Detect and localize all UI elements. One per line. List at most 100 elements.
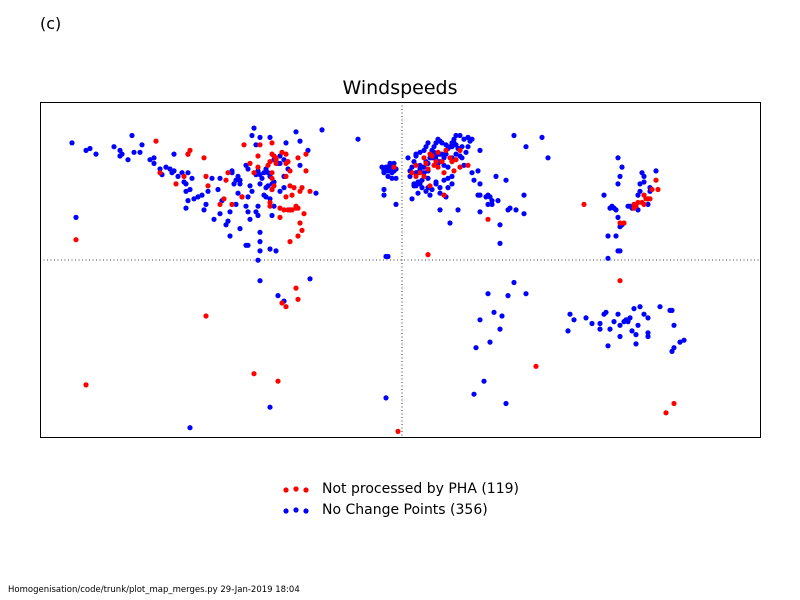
- data-point-not-processed: [295, 296, 301, 302]
- data-point-no-change: [139, 142, 145, 148]
- data-point-no-change: [439, 140, 445, 146]
- data-point-no-change: [271, 203, 277, 209]
- data-point-not-processed: [423, 160, 429, 166]
- data-point-no-change: [583, 315, 589, 321]
- data-point-no-change: [223, 222, 229, 228]
- data-point-not-processed: [621, 220, 627, 226]
- data-point-no-change: [281, 185, 287, 191]
- data-point-not-processed: [153, 138, 159, 144]
- data-point-no-change: [417, 162, 423, 168]
- data-point-no-change: [613, 233, 619, 239]
- data-point-no-change: [445, 175, 451, 181]
- data-point-no-change: [477, 181, 483, 187]
- data-point-not-processed: [441, 192, 447, 198]
- data-point-no-change: [409, 164, 415, 170]
- data-point-no-change: [257, 278, 263, 284]
- data-point-no-change: [617, 322, 623, 328]
- data-point-no-change: [171, 151, 177, 157]
- data-point-not-processed: [641, 192, 647, 198]
- data-point-no-change: [497, 240, 503, 246]
- data-point-not-processed: [289, 192, 295, 198]
- data-point-not-processed: [269, 140, 275, 146]
- data-point-no-change: [617, 333, 623, 340]
- data-point-not-processed: [223, 177, 229, 183]
- data-point-no-change: [453, 132, 459, 139]
- data-point-not-processed: [303, 168, 309, 174]
- data-point-not-processed: [247, 160, 253, 166]
- data-point-not-processed: [217, 201, 223, 207]
- data-point-not-processed: [413, 162, 419, 168]
- data-point-no-change: [415, 190, 421, 196]
- data-point-not-processed: [255, 153, 261, 159]
- data-point-not-processed: [269, 175, 275, 181]
- data-point-no-change: [605, 233, 611, 239]
- data-point-not-processed: [391, 164, 397, 170]
- data-point-no-change: [203, 201, 209, 207]
- data-point-no-change: [187, 425, 193, 431]
- data-point-no-change: [645, 330, 651, 336]
- data-point-no-change: [633, 332, 639, 338]
- data-point-no-change: [615, 214, 621, 220]
- data-point-no-change: [273, 248, 279, 254]
- data-point-not-processed: [181, 173, 187, 179]
- data-point-no-change: [257, 134, 263, 140]
- data-point-no-change: [187, 186, 193, 193]
- data-point-no-change: [355, 136, 361, 142]
- data-point-no-change: [489, 198, 495, 204]
- data-point-no-change: [465, 144, 471, 150]
- data-point-no-change: [409, 196, 415, 202]
- data-point-no-change: [393, 175, 399, 181]
- data-point-no-change: [503, 400, 509, 407]
- data-point-not-processed: [457, 164, 463, 170]
- data-point-no-change: [283, 140, 289, 146]
- data-point-not-processed: [279, 149, 285, 155]
- data-point-no-change: [635, 322, 641, 328]
- data-point-not-processed: [269, 151, 275, 157]
- data-point-no-change: [499, 313, 505, 319]
- data-point-no-change: [485, 291, 491, 297]
- data-point-not-processed: [533, 363, 539, 369]
- data-point-no-change: [615, 155, 621, 161]
- data-point-not-processed: [409, 170, 415, 176]
- data-point-no-change: [247, 216, 253, 222]
- data-point-no-change: [249, 132, 255, 139]
- data-point-not-processed: [241, 142, 247, 148]
- chart-title: Windspeeds: [342, 77, 458, 99]
- data-point-no-change: [425, 140, 431, 146]
- data-point-not-processed: [443, 147, 449, 153]
- data-point-no-change: [607, 326, 613, 332]
- data-point-not-processed: [641, 201, 647, 207]
- data-point-no-change: [235, 173, 241, 179]
- data-point-not-processed: [303, 151, 309, 157]
- data-point-no-change: [465, 134, 471, 140]
- data-point-no-change: [183, 181, 189, 187]
- legend: Not processed by PHA (119) No Change Poi…: [282, 478, 519, 520]
- data-point-not-processed: [297, 220, 303, 226]
- data-point-not-processed: [647, 196, 653, 202]
- data-point-not-processed: [299, 185, 305, 191]
- data-point-no-change: [645, 333, 651, 340]
- data-point-no-change: [237, 181, 243, 187]
- data-point-no-change: [185, 170, 191, 176]
- data-point-not-processed: [225, 170, 231, 176]
- data-point-no-change: [183, 205, 189, 211]
- data-point-no-change: [457, 132, 463, 139]
- data-point-not-processed: [283, 151, 289, 157]
- data-point-no-change: [565, 328, 571, 334]
- data-point-not-processed: [173, 181, 179, 187]
- data-point-not-processed: [267, 159, 273, 165]
- data-point-no-change: [215, 186, 221, 193]
- data-point-no-change: [385, 253, 391, 260]
- data-point-no-change: [175, 173, 181, 179]
- data-point-not-processed: [73, 237, 79, 243]
- points-layer: [69, 125, 687, 434]
- data-point-no-change: [633, 341, 639, 347]
- data-point-no-change: [129, 132, 135, 139]
- data-point-not-processed: [429, 153, 435, 159]
- data-point-no-change: [73, 214, 79, 220]
- data-point-no-change: [455, 207, 461, 213]
- data-point-not-processed: [581, 201, 587, 207]
- data-point-no-change: [229, 168, 235, 174]
- data-point-not-processed: [451, 168, 457, 174]
